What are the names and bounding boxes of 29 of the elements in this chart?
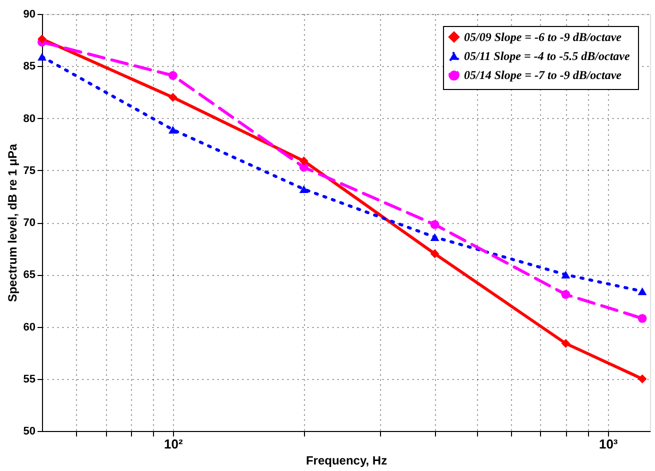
point bbox=[168, 92, 178, 102]
y-tick-label: 55 bbox=[23, 373, 36, 386]
x-tick-label: 10³ bbox=[598, 436, 618, 452]
y-tick-label: 80 bbox=[23, 112, 36, 125]
point bbox=[299, 156, 308, 166]
point bbox=[299, 185, 308, 194]
point bbox=[168, 126, 178, 134]
point bbox=[561, 270, 570, 278]
y-tick-label: 65 bbox=[23, 269, 36, 282]
x-axis-title: Frequency, Hz bbox=[306, 454, 388, 468]
point bbox=[430, 233, 440, 241]
y-axis-title: Spectrum level, dB re 1 μPa bbox=[5, 144, 20, 302]
y-tick-label: 90 bbox=[23, 8, 36, 20]
legend-label: 05/11 Slope = -4 to -5.5 dB/octave bbox=[464, 49, 630, 63]
x-tick-label: 10² bbox=[164, 436, 184, 452]
point bbox=[168, 71, 178, 80]
y-tick-label: 75 bbox=[23, 164, 36, 177]
point bbox=[561, 290, 570, 299]
point bbox=[430, 220, 440, 230]
point bbox=[38, 34, 46, 44]
point bbox=[561, 338, 570, 348]
legend-label: 05/14 Slope = -7 to -9 dB/octave bbox=[464, 68, 622, 82]
legend-label: 05/09 Slope = -6 to -9 dB/octave bbox=[464, 30, 622, 44]
point bbox=[430, 249, 440, 258]
y-tick-label: 50 bbox=[23, 426, 36, 438]
point bbox=[38, 52, 46, 61]
y-tick-label: 60 bbox=[23, 321, 36, 334]
y-tick-label: 85 bbox=[23, 60, 36, 73]
y-tick-label: 70 bbox=[23, 217, 36, 229]
